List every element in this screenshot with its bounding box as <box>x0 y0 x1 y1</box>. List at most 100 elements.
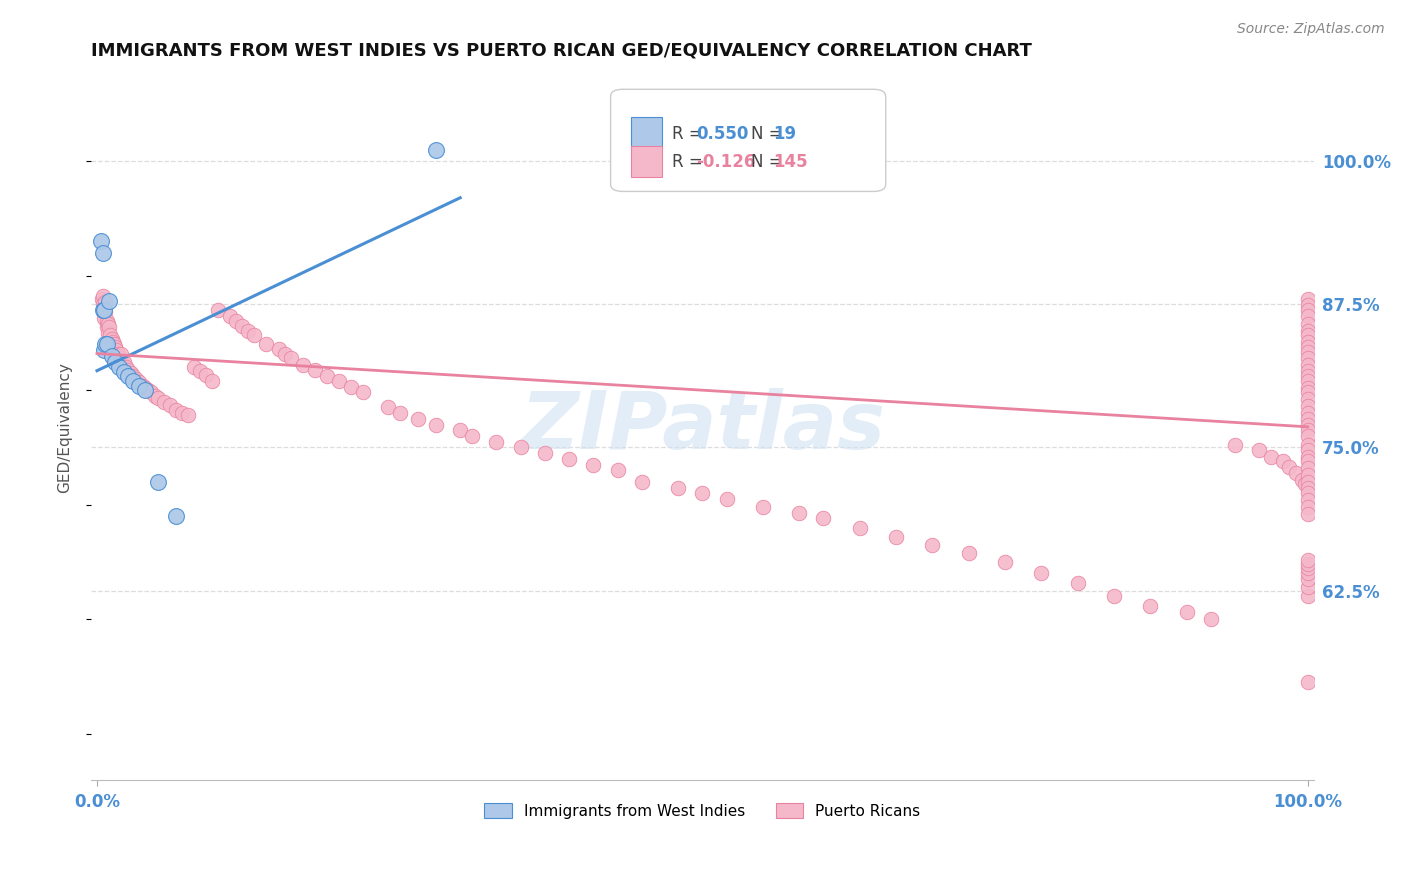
Point <box>103 337 125 351</box>
Text: N =: N = <box>751 153 789 171</box>
Point <box>787 506 810 520</box>
Text: -0.126: -0.126 <box>696 153 755 171</box>
Point <box>93 303 115 318</box>
Point <box>352 385 374 400</box>
Point <box>1296 507 1319 521</box>
Text: 19: 19 <box>773 125 796 143</box>
Point <box>1291 473 1313 487</box>
Point <box>94 337 117 351</box>
Point <box>316 369 339 384</box>
Point <box>328 374 350 388</box>
Point <box>267 342 290 356</box>
Point <box>93 343 115 357</box>
Point <box>509 441 531 455</box>
Point <box>1296 369 1319 384</box>
Point <box>884 530 907 544</box>
Point <box>752 500 775 514</box>
Point <box>1296 552 1319 566</box>
Point <box>115 360 138 375</box>
Point <box>105 343 128 357</box>
Point <box>96 320 118 334</box>
Point <box>1296 340 1319 354</box>
Point <box>425 143 447 157</box>
Point <box>120 366 142 380</box>
Text: 145: 145 <box>773 153 808 171</box>
Point <box>219 309 242 323</box>
Text: 0.550: 0.550 <box>696 125 748 143</box>
Point <box>1296 675 1319 690</box>
Point <box>107 349 129 363</box>
Point <box>1296 481 1319 495</box>
Text: R =: R = <box>672 125 707 143</box>
Point <box>994 555 1017 569</box>
Point <box>97 317 120 331</box>
Point <box>207 303 229 318</box>
Point <box>91 303 114 318</box>
Point <box>1278 459 1301 474</box>
Point <box>813 511 835 525</box>
Point <box>91 297 114 311</box>
Point <box>201 374 224 388</box>
Point <box>159 398 181 412</box>
Point <box>1296 417 1319 432</box>
Point <box>630 475 652 489</box>
Point <box>304 362 326 376</box>
Point <box>1102 590 1125 604</box>
Point <box>388 406 411 420</box>
Point <box>1296 566 1319 581</box>
Point <box>97 326 120 340</box>
Point <box>170 406 193 420</box>
Point <box>98 320 121 334</box>
Point <box>141 385 163 400</box>
Point <box>256 337 278 351</box>
Point <box>921 538 943 552</box>
Point <box>1260 450 1282 464</box>
Point <box>98 328 121 343</box>
Point <box>1296 486 1319 500</box>
Point <box>91 289 114 303</box>
Point <box>112 354 135 368</box>
Point <box>146 391 169 405</box>
Point <box>957 546 980 560</box>
Text: ZIPatlas: ZIPatlas <box>520 388 884 467</box>
Point <box>183 360 205 375</box>
Point <box>1296 351 1319 365</box>
Point <box>136 383 159 397</box>
Point <box>1296 303 1319 318</box>
Point <box>1296 324 1319 338</box>
Point <box>1296 317 1319 331</box>
Point <box>461 429 484 443</box>
Point <box>100 349 122 363</box>
Point <box>1139 599 1161 613</box>
Point <box>96 337 118 351</box>
Point <box>112 365 135 379</box>
Point <box>1296 423 1319 437</box>
Point <box>1296 345 1319 359</box>
Y-axis label: GED/Equivalency: GED/Equivalency <box>58 362 72 493</box>
Text: N =: N = <box>751 125 789 143</box>
Point <box>1296 412 1319 426</box>
Point <box>1296 475 1319 489</box>
Point <box>107 360 129 375</box>
Point <box>1296 493 1319 508</box>
Point <box>94 295 117 310</box>
Point <box>165 402 187 417</box>
Point <box>90 292 112 306</box>
Point <box>107 346 129 360</box>
Point <box>340 380 363 394</box>
Point <box>117 369 139 384</box>
Point <box>104 354 127 368</box>
Point <box>1296 500 1319 514</box>
Point <box>449 423 471 437</box>
Point <box>666 481 689 495</box>
Point <box>1296 406 1319 420</box>
Point <box>406 412 429 426</box>
Point <box>1249 442 1271 457</box>
Point <box>291 358 314 372</box>
Point <box>1296 385 1319 400</box>
Point <box>582 458 605 472</box>
Point <box>122 369 145 384</box>
Point <box>848 521 870 535</box>
Point <box>1296 461 1319 475</box>
Point <box>93 303 115 318</box>
